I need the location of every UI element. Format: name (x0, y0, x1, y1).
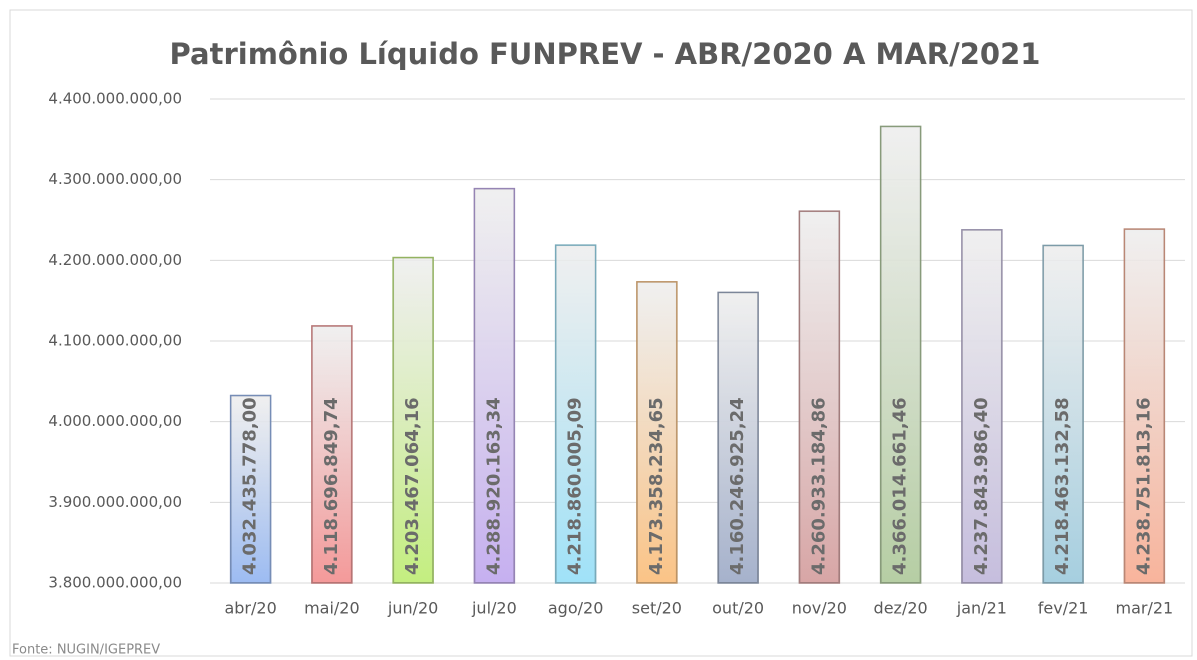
bar-fill (394, 258, 433, 582)
data-label: 4.118.696.849,74 (321, 397, 342, 575)
data-label: 4.237.843.986,40 (971, 397, 992, 575)
source: Fonte: NUGIN/IGEPREV (12, 643, 160, 658)
chart-frame (9, 9, 1193, 657)
data-label: 4.203.467.064,16 (402, 397, 423, 575)
bar-fill (1044, 246, 1083, 582)
x-tick-label: mar/21 (1116, 599, 1174, 618)
x-tick-label: nov/20 (792, 599, 847, 618)
x-tick-label: out/20 (712, 599, 764, 618)
x-tick-label: dez/20 (874, 599, 928, 618)
data-label: 4.366.014.661,46 (890, 397, 911, 575)
bar-fill (475, 189, 514, 582)
data-label: 4.238.751.813,16 (1133, 397, 1154, 575)
chart-title: Patrimônio Líquido FUNPREV - ABR/2020 A … (170, 37, 1041, 71)
x-tick-label: ago/20 (548, 599, 604, 618)
bar-fill (637, 282, 676, 582)
data-label: 4.260.933.184,86 (808, 397, 829, 575)
y-tick-label: 4.300.000.000,00 (48, 170, 182, 188)
bar-fill (1125, 230, 1164, 582)
y-tick-label: 3.800.000.000,00 (48, 574, 182, 592)
x-tick-label: mai/20 (304, 599, 360, 618)
bar-fill (556, 246, 595, 582)
bar-fill (800, 212, 839, 583)
x-tick-label: jul/20 (471, 599, 517, 618)
y-tick-label: 4.400.000.000,00 (48, 90, 182, 108)
data-label: 4.218.860.005,09 (565, 397, 586, 575)
data-label: 4.173.358.234,65 (646, 397, 667, 575)
data-label: 4.160.246.925,24 (727, 397, 748, 575)
bar-fill (231, 396, 270, 582)
bar-fill (719, 293, 758, 582)
x-tick-label: jan/21 (956, 599, 1007, 618)
x-tick-label: set/20 (632, 599, 682, 618)
data-label: 4.288.920.163,34 (483, 397, 504, 575)
y-tick-label: 4.100.000.000,00 (48, 332, 182, 350)
x-tick-label: fev/21 (1038, 599, 1089, 618)
bar-fill (881, 127, 920, 582)
data-label: 4.032.435.778,00 (240, 397, 261, 575)
data-label: 4.218.463.132,58 (1052, 397, 1073, 575)
y-tick-label: 4.000.000.000,00 (48, 412, 182, 430)
y-tick-label: 3.900.000.000,00 (48, 493, 182, 511)
bar-fill (312, 326, 351, 582)
y-tick-label: 4.200.000.000,00 (48, 251, 182, 269)
x-tick-label: abr/20 (224, 599, 276, 618)
x-tick-label: jun/20 (387, 599, 438, 618)
bar-fill (962, 230, 1001, 582)
